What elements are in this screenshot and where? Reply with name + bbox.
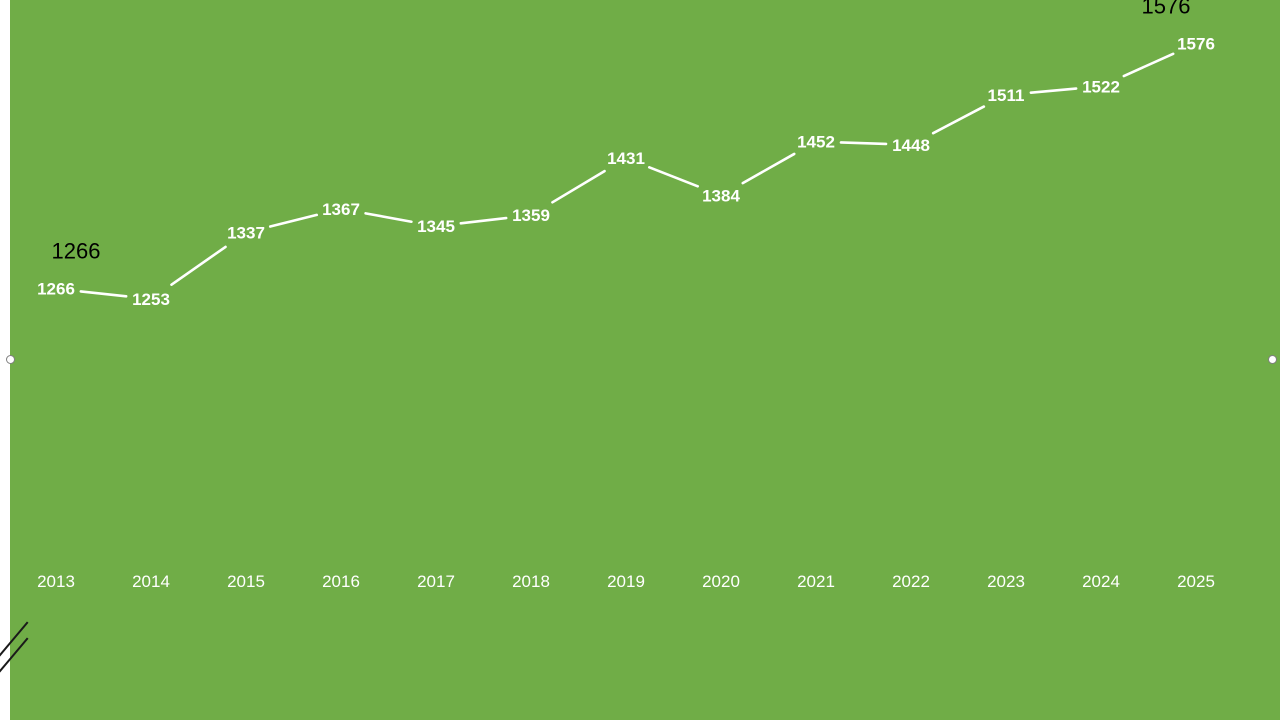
x-tick-label-2021: 2021 (797, 572, 835, 591)
x-tick-label-2023: 2023 (987, 572, 1025, 591)
x-tick-label-2020: 2020 (702, 572, 740, 591)
line-segment-2015-2016 (268, 213, 319, 228)
x-tick-label-2016: 2016 (322, 572, 360, 591)
x-tick-label-2019: 2019 (607, 572, 645, 591)
line-segment-2019-2020 (647, 166, 700, 188)
data-label-2020: 1384 (702, 186, 740, 205)
data-label-2023: 1511 (988, 86, 1025, 105)
line-chart: 1266 1253 1337 1367 1345 1359 1431 1384 1452 1448… (37, 0, 1215, 591)
line-segment-2017-2018 (459, 216, 508, 225)
data-label-2019: 1431 (607, 149, 645, 168)
x-tick-label-2018: 2018 (512, 572, 550, 591)
data-label-2017: 1345 (417, 217, 455, 236)
x-tick-label-2014: 2014 (132, 572, 170, 591)
data-label-2013: 1266 (37, 280, 75, 299)
line-segment-2016-2017 (364, 212, 413, 224)
line-segment-2023-2024 (1029, 87, 1078, 94)
annotation-2013: 1266 (52, 239, 101, 264)
line-segment-2013-2014 (79, 290, 128, 298)
x-tick-label-2015: 2015 (227, 572, 265, 591)
series-line (79, 52, 1175, 298)
data-label-2021: 1452 (797, 133, 835, 152)
x-tick-label-2022: 2022 (892, 572, 930, 591)
line-segment-2022-2023 (931, 105, 986, 135)
line-segment-2024-2025 (1122, 52, 1175, 78)
x-tick-label-2017: 2017 (417, 572, 455, 591)
resize-handle-left[interactable] (6, 355, 15, 364)
annotations: 1266 1576 (52, 0, 1191, 264)
data-labels: 1266 1253 1337 1367 1345 1359 1431 1384 1452 1448… (37, 35, 1215, 309)
line-segment-2014-2015 (170, 245, 227, 286)
data-label-2015: 1337 (227, 224, 265, 243)
data-label-2018: 1359 (512, 206, 550, 225)
x-tick-label-2025: 2025 (1177, 572, 1215, 591)
line-segment-2018-2019 (551, 169, 606, 204)
data-label-2024: 1522 (1082, 77, 1120, 96)
data-label-2016: 1367 (322, 200, 360, 219)
data-label-2022: 1448 (892, 136, 930, 155)
drop-lines (55, 61, 1197, 544)
chart-area[interactable]: 1266 1253 1337 1367 1345 1359 1431 1384 1452 1448… (10, 0, 1280, 720)
x-tick-label-2024: 2024 (1082, 572, 1120, 591)
data-label-2025: 1576 (1177, 35, 1215, 54)
x-axis-labels: 2013 2014 2015 2016 2017 2018 2019 2020 2021 2022… (37, 572, 1215, 591)
resize-handle-right[interactable] (1268, 355, 1277, 364)
data-label-2014: 1253 (132, 290, 170, 309)
line-segment-2020-2021 (741, 152, 796, 185)
line-segment-2021-2022 (839, 141, 888, 146)
annotation-2025: 1576 (1142, 0, 1191, 19)
x-tick-label-2013: 2013 (37, 572, 75, 591)
